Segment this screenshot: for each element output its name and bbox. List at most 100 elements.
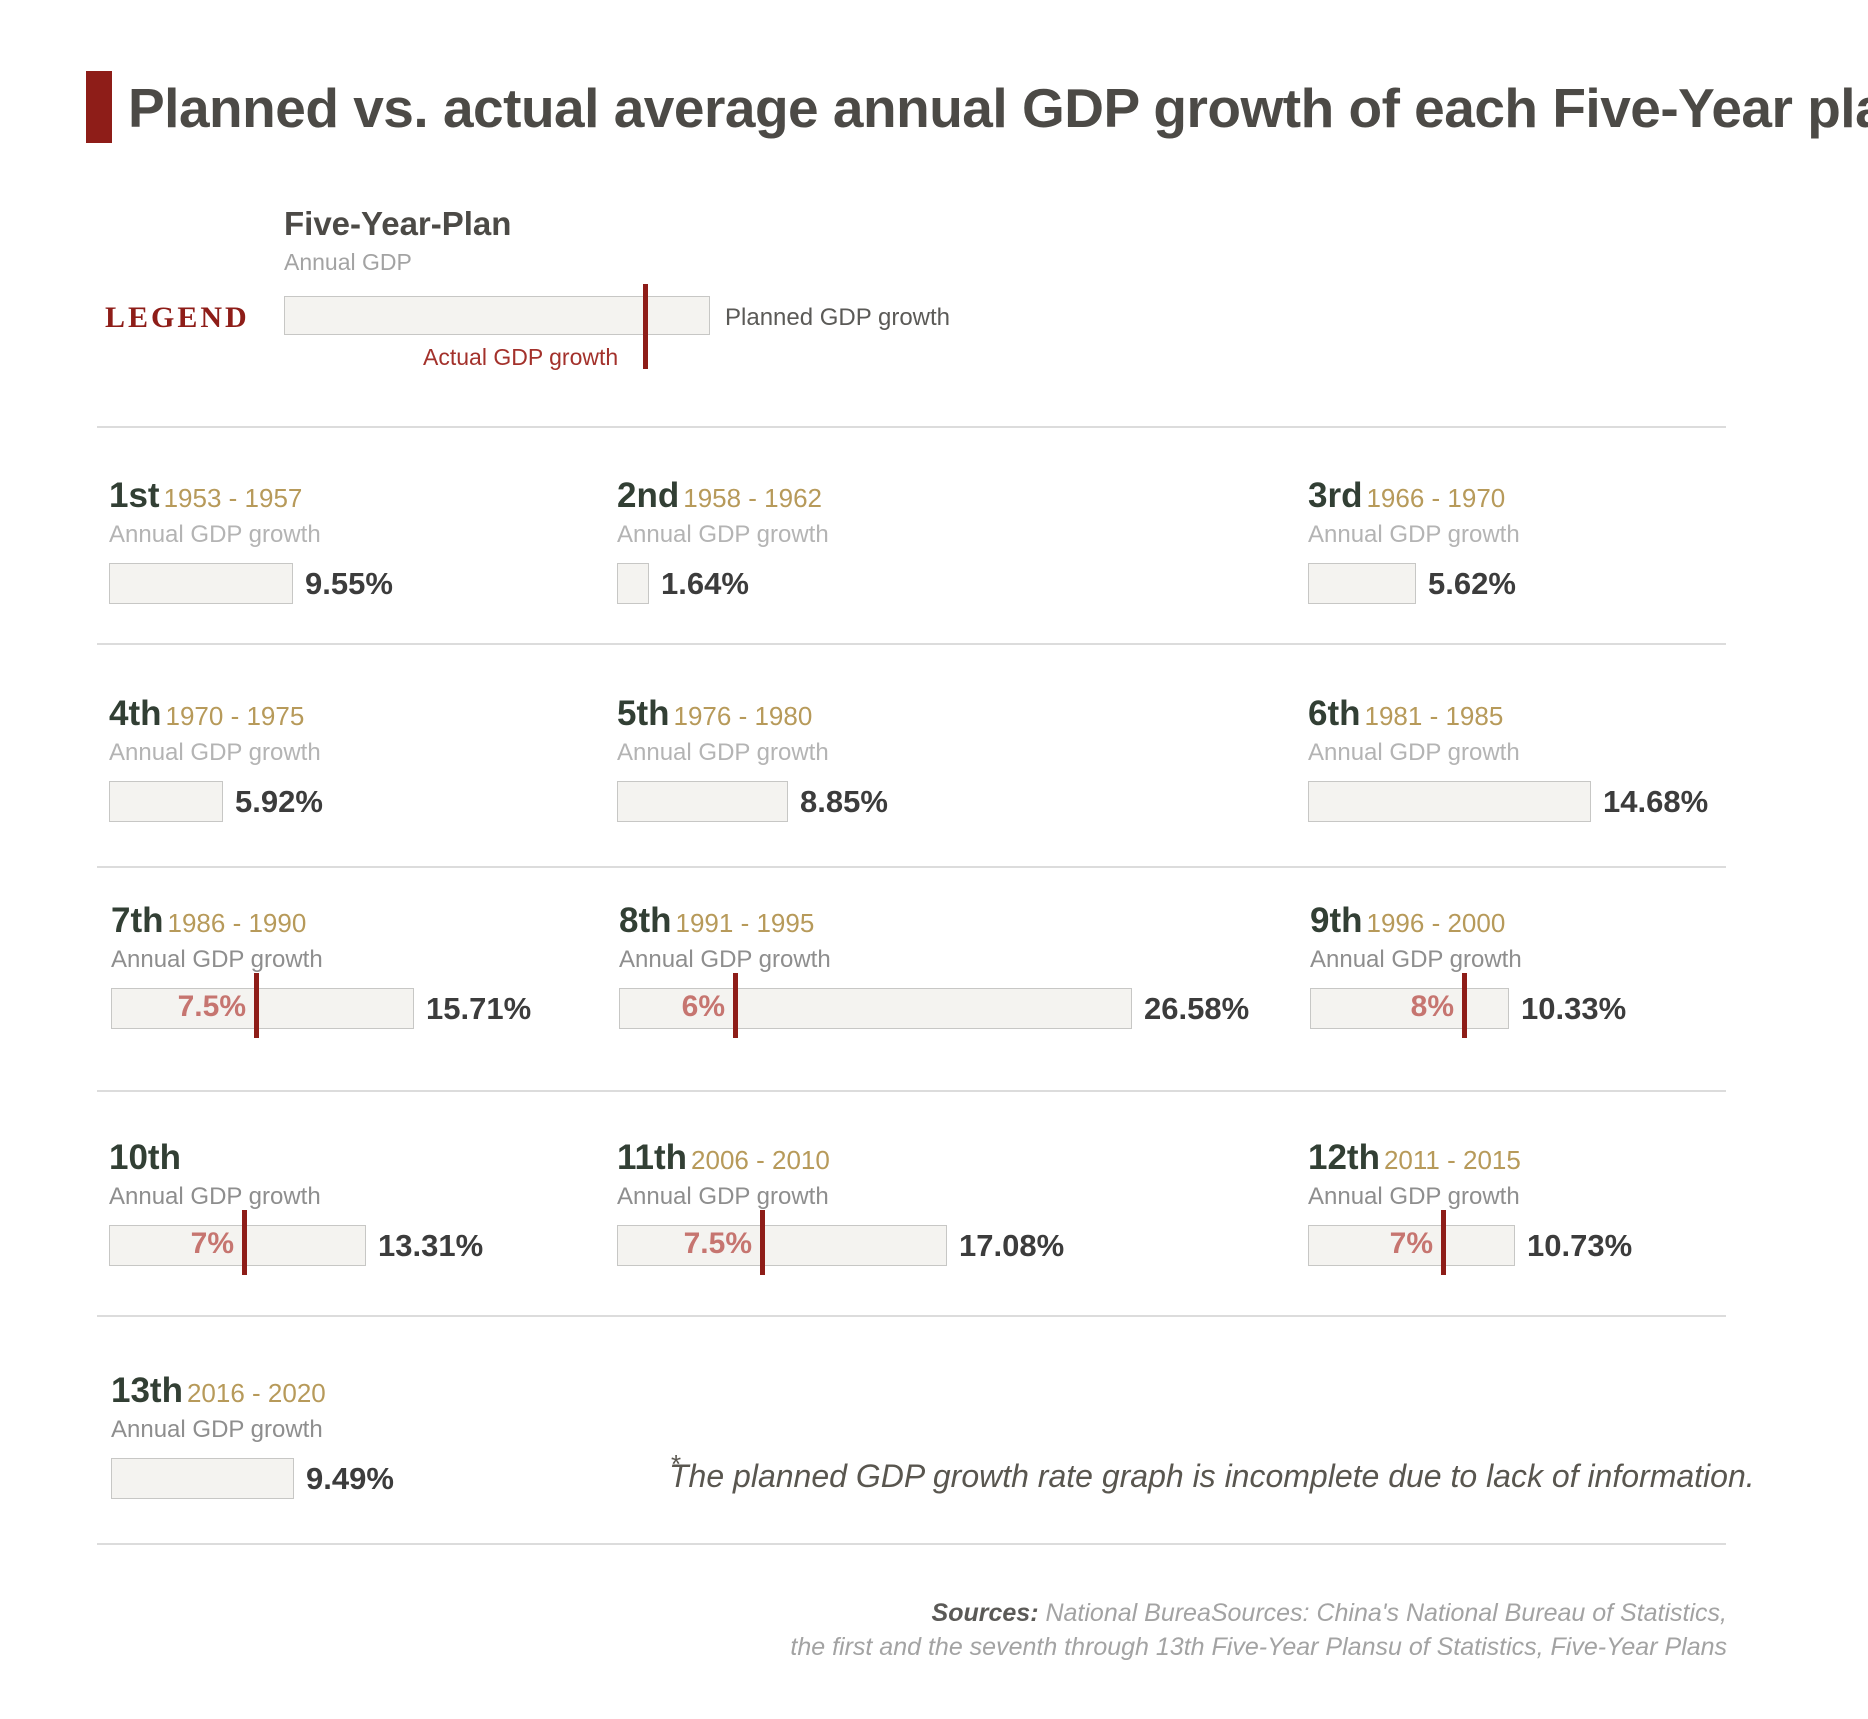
plan-panel: 9th 1996 - 2000 Annual GDP growth 10.33% 8% [1310,901,1626,1038]
plan-years: 1953 - 1957 [163,483,303,513]
row-divider [97,866,1726,868]
legend-actual-marker [643,284,648,369]
plan-annual-label: Annual GDP growth [617,1183,829,1210]
legend-actual-label: Actual GDP growth [423,344,619,370]
plan-panel: 4th 1970 - 1975 Annual GDP growth 5.92% [109,694,323,822]
plan-heading: 9th 1996 - 2000 [1310,901,1522,945]
planned-growth-value: 17.08% [959,1228,1065,1263]
plan-heading: 7th 1986 - 1990 [111,901,323,945]
plan-annual-label: Annual GDP growth [1308,521,1520,548]
row-divider [97,1315,1726,1317]
page-title: Planned vs. actual average annual GDP gr… [128,77,1868,139]
planned-growth-bar [1308,1225,1515,1266]
plan-ordinal: 7th [111,901,164,940]
plan-years: 2016 - 2020 [186,1378,326,1408]
plan-annual-label: Annual GDP growth [1310,946,1522,973]
plan-ordinal: 3rd [1308,476,1363,515]
planned-growth-value: 13.31% [378,1228,484,1263]
planned-growth-bar [1308,563,1416,604]
legend-heading: LEGEND [105,301,250,334]
plan-annual-label: Annual GDP growth [1308,1183,1520,1210]
planned-growth-bar [111,988,414,1029]
plan-panel: 2nd 1958 - 1962 Annual GDP growth 1.64% [617,476,829,604]
actual-growth-label: 7% [190,1227,234,1260]
legend-plan-name: Five-Year-Plan [284,205,512,242]
actual-growth-marker [733,973,738,1038]
plan-ordinal: 5th [617,694,670,733]
plan-annual-label: Annual GDP growth [109,521,321,548]
plan-annual-label: Annual GDP growth [109,739,321,766]
planned-growth-value: 5.92% [235,784,323,819]
planned-growth-bar [109,1225,366,1266]
planned-growth-bar [617,781,788,822]
planned-growth-bar [109,781,223,822]
planned-growth-value: 9.49% [306,1461,394,1496]
plan-ordinal: 13th [111,1371,183,1410]
planned-growth-value: 15.71% [426,991,532,1026]
plan-heading: 10th [109,1138,321,1182]
planned-growth-bar [109,563,293,604]
actual-growth-marker [242,1210,247,1275]
planned-growth-value: 8.85% [800,784,888,819]
plan-panel: 8th 1991 - 1995 Annual GDP growth 26.58% 6% [619,901,1249,1038]
actual-growth-label: 7.5% [177,990,246,1023]
plan-panel: 1st 1953 - 1957 Annual GDP growth 9.55% [109,476,393,604]
actual-growth-label: 8% [1410,990,1454,1023]
row-divider [97,1543,1726,1545]
plan-panel: 12th 2011 - 2015 Annual GDP growth 10.73% 7% [1308,1138,1632,1275]
plan-panel: 5th 1976 - 1980 Annual GDP growth 8.85% [617,694,888,822]
planned-growth-value: 5.62% [1428,566,1516,601]
planned-growth-value: 10.73% [1527,1228,1633,1263]
plan-heading: 3rd 1966 - 1970 [1308,476,1520,520]
legend-planned-bar [284,296,710,335]
plan-years: 2011 - 2015 [1383,1145,1521,1175]
plan-heading: 13th 2016 - 2020 [111,1371,326,1415]
actual-growth-label: 7% [1389,1227,1433,1260]
plan-panel: 10th Annual GDP growth 13.31% 7% [109,1138,483,1275]
plan-years: 1991 - 1995 [675,908,815,938]
plan-years: 1986 - 1990 [167,908,307,938]
plan-panel: 7th 1986 - 1990 Annual GDP growth 15.71% 7.5… [111,901,531,1038]
plan-years: 1958 - 1962 [683,483,823,513]
plan-heading: 2nd 1958 - 1962 [617,476,829,520]
plan-annual-label: Annual GDP growth [109,1183,321,1210]
planned-growth-bar [1308,781,1591,822]
plan-years: 1976 - 1980 [673,701,813,731]
planned-growth-value: 14.68% [1603,784,1709,819]
plan-panel: 6th 1981 - 1985 Annual GDP growth 14.68% [1308,694,1708,822]
planned-growth-bar [617,563,649,604]
plan-annual-label: Annual GDP growth [111,946,323,973]
sources-line-2: the first and the seventh through 13th F… [790,1633,1727,1661]
plan-heading: 8th 1991 - 1995 [619,901,831,945]
planned-growth-bar [619,988,1132,1029]
plan-annual-label: Annual GDP growth [1308,739,1520,766]
row-divider [97,426,1726,428]
plan-panel: 13th 2016 - 2020 Annual GDP growth 9.49% [111,1371,394,1499]
footnote-star: * [671,1449,682,1479]
legend-planned-label: Planned GDP growth [725,304,951,331]
plan-ordinal: 1st [109,476,160,515]
planned-growth-value: 9.55% [305,566,393,601]
plan-ordinal: 2nd [617,476,680,515]
plan-years: 1981 - 1985 [1364,701,1504,731]
plan-annual-label: Annual GDP growth [619,946,831,973]
actual-growth-label: 7.5% [683,1227,752,1260]
sources: Sources: National BureaSources: China's … [790,1596,1727,1664]
plan-annual-label: Annual GDP growth [111,1416,323,1443]
plan-ordinal: 8th [619,901,672,940]
planned-growth-bar [111,1458,294,1499]
actual-growth-marker [254,973,259,1038]
plan-years: 1966 - 1970 [1366,483,1506,513]
sources-line-1: National BureaSources: China's National … [1045,1599,1727,1627]
plan-ordinal: 10th [109,1138,181,1177]
plan-ordinal: 6th [1308,694,1361,733]
actual-growth-marker [760,1210,765,1275]
plan-heading: 12th 2011 - 2015 [1308,1138,1521,1182]
sources-label: Sources: [931,1599,1039,1627]
plan-heading: 11th 2006 - 2010 [617,1138,830,1182]
plan-annual-label: Annual GDP growth [617,521,829,548]
footnote: The planned GDP growth rate graph is inc… [669,1458,1755,1494]
plan-years: 2006 - 2010 [691,1145,830,1175]
plan-years: 1970 - 1975 [165,701,305,731]
planned-growth-bar [617,1225,947,1266]
